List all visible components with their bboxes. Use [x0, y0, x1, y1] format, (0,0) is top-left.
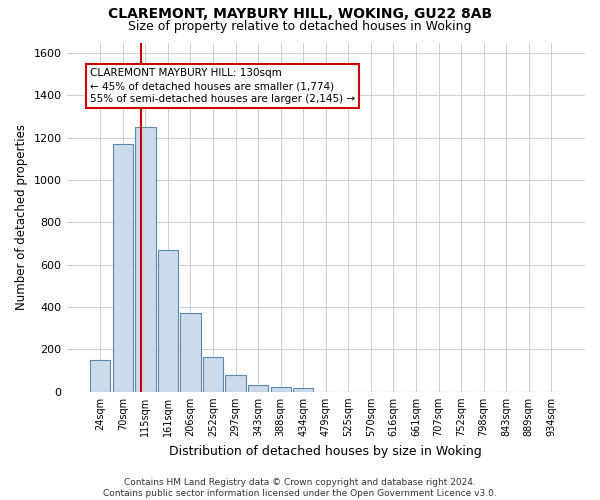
Bar — [90, 360, 110, 392]
Bar — [203, 357, 223, 392]
X-axis label: Distribution of detached houses by size in Woking: Distribution of detached houses by size … — [169, 444, 482, 458]
Bar — [293, 388, 313, 392]
Text: CLAREMONT, MAYBURY HILL, WOKING, GU22 8AB: CLAREMONT, MAYBURY HILL, WOKING, GU22 8A… — [108, 8, 492, 22]
Bar — [135, 127, 155, 392]
Bar — [158, 250, 178, 392]
Text: Size of property relative to detached houses in Woking: Size of property relative to detached ho… — [128, 20, 472, 33]
Bar — [113, 144, 133, 392]
Y-axis label: Number of detached properties: Number of detached properties — [15, 124, 28, 310]
Text: CLAREMONT MAYBURY HILL: 130sqm
← 45% of detached houses are smaller (1,774)
55% : CLAREMONT MAYBURY HILL: 130sqm ← 45% of … — [90, 68, 355, 104]
Bar — [271, 387, 291, 392]
Bar — [181, 314, 200, 392]
Bar — [248, 385, 268, 392]
Text: Contains HM Land Registry data © Crown copyright and database right 2024.
Contai: Contains HM Land Registry data © Crown c… — [103, 478, 497, 498]
Bar — [226, 375, 246, 392]
